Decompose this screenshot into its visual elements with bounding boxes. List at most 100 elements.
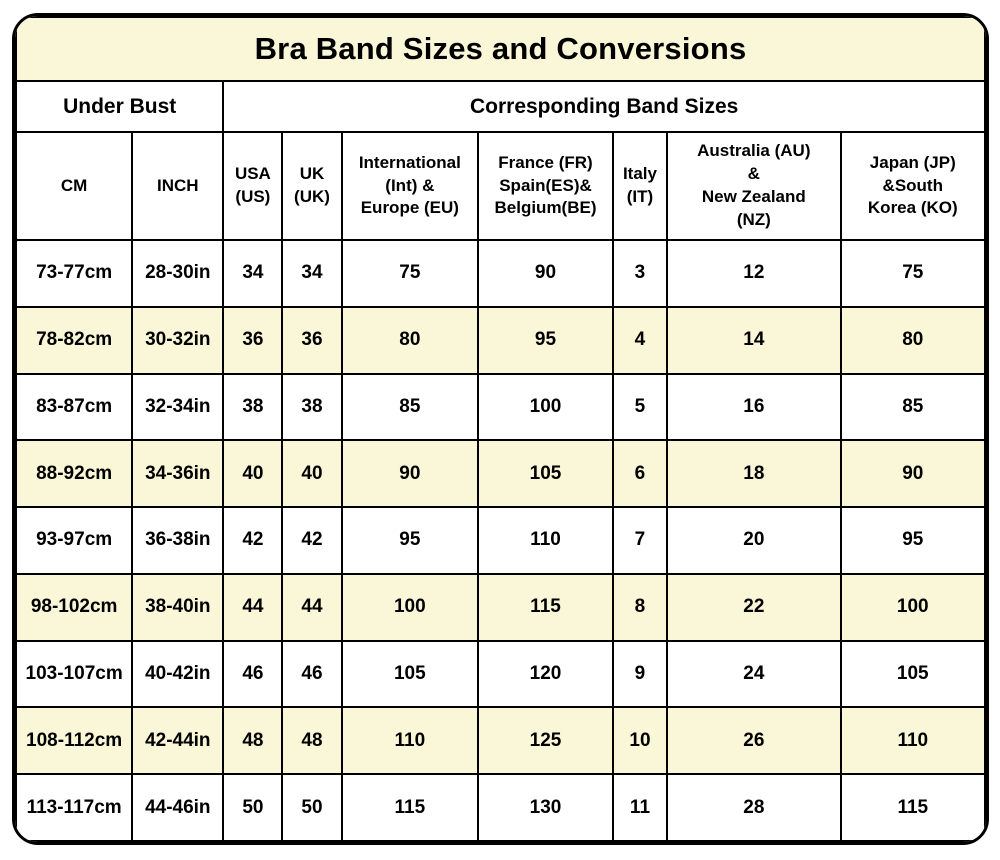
- cell-int-eu: 75: [340, 239, 480, 308]
- cell-cm: 113-117cm: [15, 773, 134, 842]
- cell-jp-ko: 75: [839, 239, 986, 308]
- cell-jp-ko: 90: [839, 439, 986, 509]
- cell-inch: 36-38in: [131, 506, 225, 575]
- cell-jp-ko: 110: [839, 706, 986, 776]
- table-row: 73-77cm 28-30in 34 34 75 90 3 12 75: [15, 239, 986, 308]
- cell-fr-es-be: 95: [477, 305, 614, 375]
- cell-au-nz: 22: [666, 572, 842, 642]
- cell-inch: 38-40in: [131, 572, 225, 642]
- cell-inch: 42-44in: [131, 706, 225, 776]
- cell-italy: 3: [611, 239, 669, 308]
- cell-jp-ko: 105: [839, 639, 986, 709]
- cell-fr-es-be: 115: [477, 572, 614, 642]
- cell-uk: 38: [281, 372, 343, 442]
- column-header-row: CM INCH USA (US) UK (UK) International (…: [15, 131, 986, 241]
- group-header-band-sizes: Corresponding Band Sizes: [222, 80, 986, 133]
- cell-fr-es-be: 105: [477, 439, 614, 509]
- cell-usa: 48: [222, 706, 284, 776]
- cell-jp-ko: 100: [839, 572, 986, 642]
- cell-uk: 44: [281, 572, 343, 642]
- col-header-international-europe: International (Int) & Europe (EU): [340, 131, 480, 241]
- cell-uk: 42: [281, 506, 343, 575]
- cell-au-nz: 12: [666, 239, 842, 308]
- cell-italy: 10: [611, 706, 669, 776]
- cell-italy: 9: [611, 639, 669, 709]
- cell-au-nz: 14: [666, 305, 842, 375]
- cell-italy: 7: [611, 506, 669, 575]
- cell-italy: 4: [611, 305, 669, 375]
- cell-inch: 40-42in: [131, 639, 225, 709]
- cell-inch: 44-46in: [131, 773, 225, 842]
- table-row: 103-107cm 40-42in 46 46 105 120 9 24 105: [15, 639, 986, 709]
- size-chart-card: Bra Band Sizes and Conversions Under Bus…: [12, 13, 989, 845]
- cell-int-eu: 80: [340, 305, 480, 375]
- cell-usa: 42: [222, 506, 284, 575]
- col-header-uk: UK (UK): [281, 131, 343, 241]
- cell-fr-es-be: 90: [477, 239, 614, 308]
- cell-uk: 50: [281, 773, 343, 842]
- cell-usa: 46: [222, 639, 284, 709]
- cell-uk: 46: [281, 639, 343, 709]
- cell-au-nz: 16: [666, 372, 842, 442]
- cell-cm: 93-97cm: [15, 506, 134, 575]
- cell-fr-es-be: 130: [477, 773, 614, 842]
- cell-au-nz: 26: [666, 706, 842, 776]
- cell-fr-es-be: 110: [477, 506, 614, 575]
- cell-usa: 44: [222, 572, 284, 642]
- cell-jp-ko: 115: [839, 773, 986, 842]
- cell-au-nz: 20: [666, 506, 842, 575]
- col-header-australia-nz: Australia (AU) & New Zealand (NZ): [666, 131, 842, 241]
- cell-inch: 28-30in: [131, 239, 225, 308]
- cell-cm: 73-77cm: [15, 239, 134, 308]
- col-header-italy: Italy (IT): [611, 131, 669, 241]
- table-row: 108-112cm 42-44in 48 48 110 125 10 26 11…: [15, 706, 986, 776]
- cell-cm: 98-102cm: [15, 572, 134, 642]
- table-row: 83-87cm 32-34in 38 38 85 100 5 16 85: [15, 372, 986, 442]
- table-row: 88-92cm 34-36in 40 40 90 105 6 18 90: [15, 439, 986, 509]
- cell-int-eu: 105: [340, 639, 480, 709]
- col-header-cm: CM: [15, 131, 134, 241]
- cell-cm: 78-82cm: [15, 305, 134, 375]
- cell-int-eu: 110: [340, 706, 480, 776]
- cell-fr-es-be: 120: [477, 639, 614, 709]
- cell-int-eu: 90: [340, 439, 480, 509]
- cell-jp-ko: 95: [839, 506, 986, 575]
- cell-au-nz: 28: [666, 773, 842, 842]
- cell-italy: 8: [611, 572, 669, 642]
- cell-cm: 108-112cm: [15, 706, 134, 776]
- cell-inch: 34-36in: [131, 439, 225, 509]
- col-header-inch: INCH: [131, 131, 225, 241]
- cell-fr-es-be: 125: [477, 706, 614, 776]
- table-row: 93-97cm 36-38in 42 42 95 110 7 20 95: [15, 506, 986, 575]
- cell-au-nz: 24: [666, 639, 842, 709]
- cell-usa: 36: [222, 305, 284, 375]
- cell-int-eu: 85: [340, 372, 480, 442]
- cell-inch: 32-34in: [131, 372, 225, 442]
- cell-usa: 40: [222, 439, 284, 509]
- cell-jp-ko: 80: [839, 305, 986, 375]
- cell-int-eu: 95: [340, 506, 480, 575]
- size-chart-table: Bra Band Sizes and Conversions Under Bus…: [15, 16, 986, 842]
- cell-inch: 30-32in: [131, 305, 225, 375]
- cell-uk: 34: [281, 239, 343, 308]
- cell-cm: 83-87cm: [15, 372, 134, 442]
- cell-uk: 36: [281, 305, 343, 375]
- cell-usa: 38: [222, 372, 284, 442]
- table-row: 78-82cm 30-32in 36 36 80 95 4 14 80: [15, 305, 986, 375]
- col-header-japan-korea: Japan (JP) &South Korea (KO): [839, 131, 986, 241]
- group-header-row: Under Bust Corresponding Band Sizes: [15, 80, 986, 133]
- cell-uk: 48: [281, 706, 343, 776]
- cell-usa: 50: [222, 773, 284, 842]
- cell-uk: 40: [281, 439, 343, 509]
- cell-italy: 5: [611, 372, 669, 442]
- chart-title: Bra Band Sizes and Conversions: [15, 16, 986, 82]
- cell-italy: 6: [611, 439, 669, 509]
- cell-int-eu: 115: [340, 773, 480, 842]
- cell-au-nz: 18: [666, 439, 842, 509]
- cell-fr-es-be: 100: [477, 372, 614, 442]
- cell-usa: 34: [222, 239, 284, 308]
- col-header-usa: USA (US): [222, 131, 284, 241]
- cell-cm: 88-92cm: [15, 439, 134, 509]
- table-row: 113-117cm 44-46in 50 50 115 130 11 28 11…: [15, 773, 986, 842]
